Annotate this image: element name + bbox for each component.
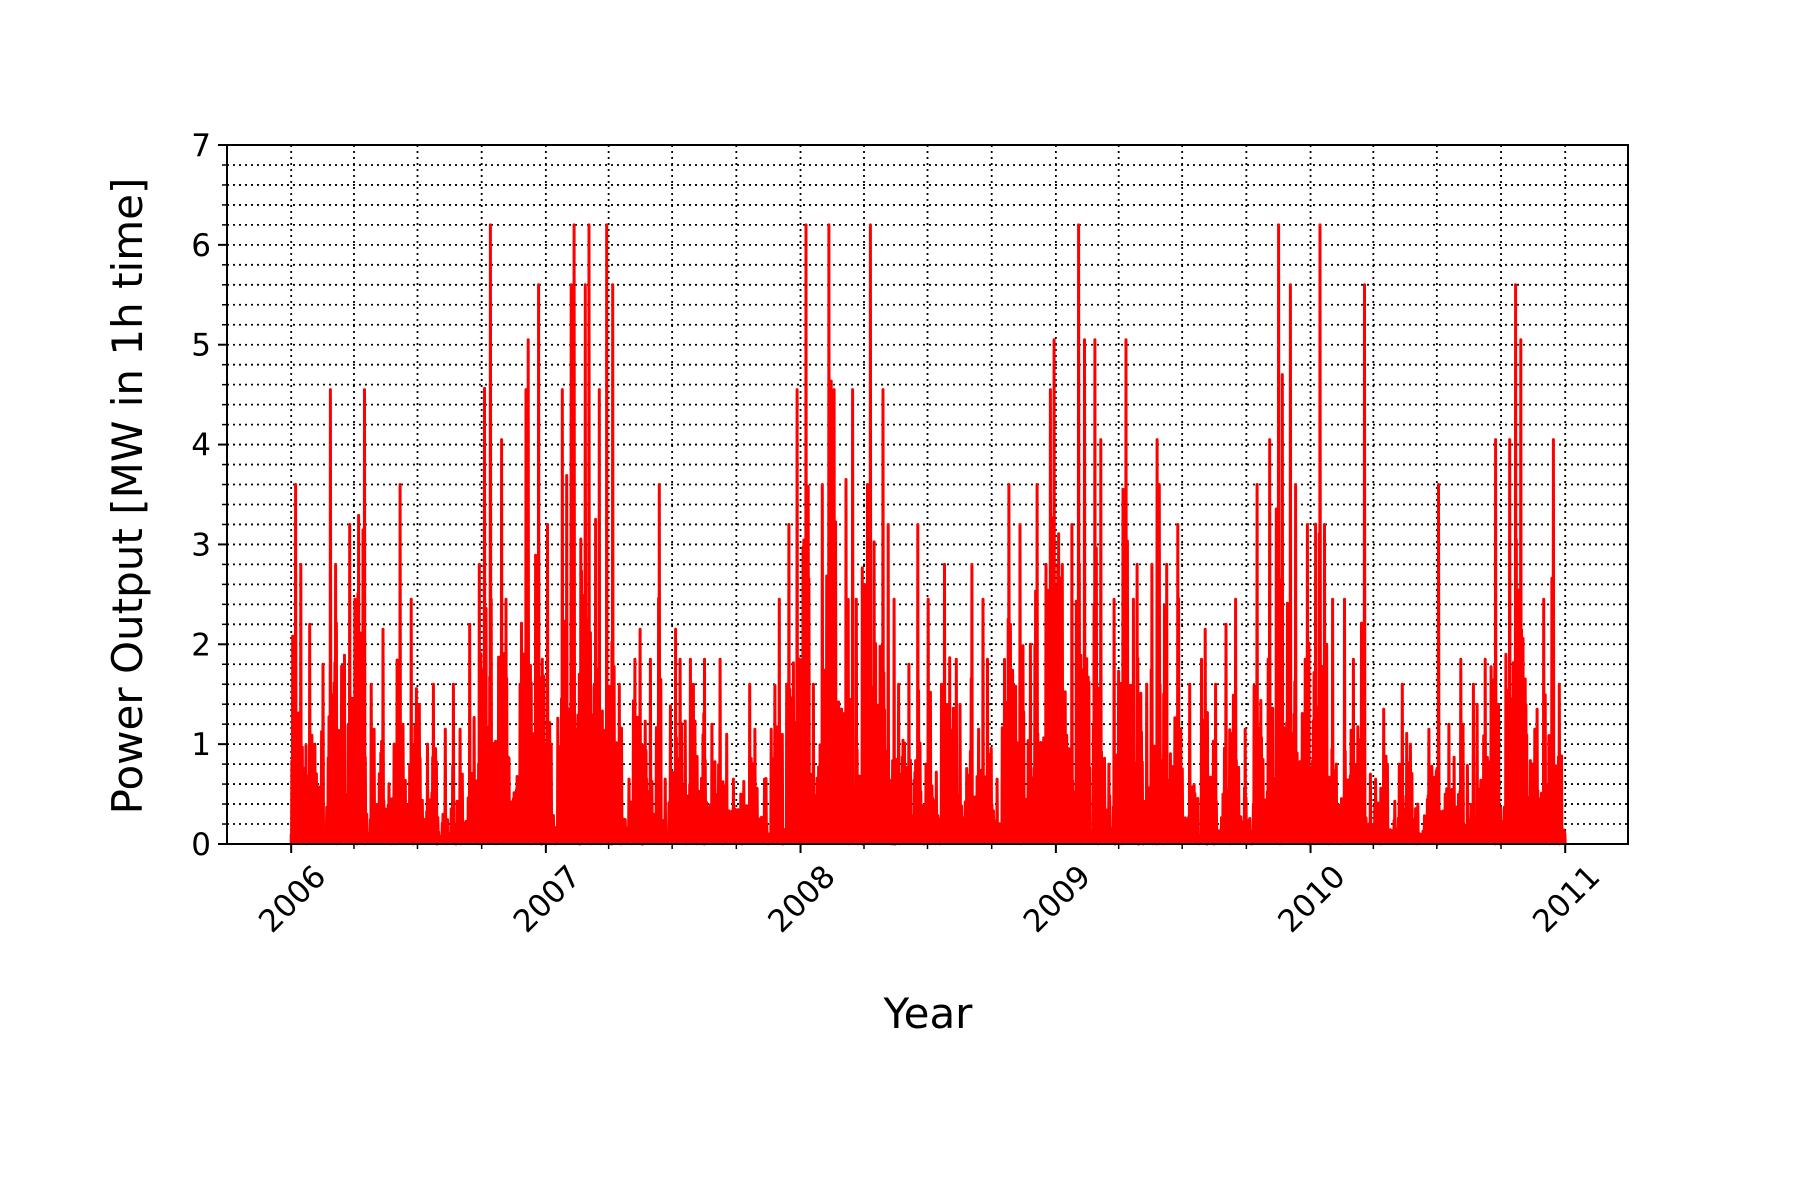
series-power-output	[289, 223, 1567, 846]
y-tick-label: 4	[191, 428, 211, 464]
x-axis-label: Year	[883, 989, 974, 1038]
y-tick-label: 1	[191, 727, 211, 763]
y-axis-label: Power Output [MW in 1h time]	[103, 178, 152, 815]
y-tick-label: 2	[191, 627, 211, 663]
y-tick-label: 7	[191, 128, 211, 164]
series-line	[289, 223, 1567, 846]
y-axis-tick-labels: 0 1 2 3 4 5 6 7	[191, 128, 211, 863]
y-tick-label: 3	[191, 527, 211, 563]
y-tick-label: 6	[191, 228, 211, 264]
axis-ticks	[218, 144, 1567, 853]
y-tick-label: 5	[191, 328, 211, 364]
y-tick-label: 0	[191, 827, 211, 863]
